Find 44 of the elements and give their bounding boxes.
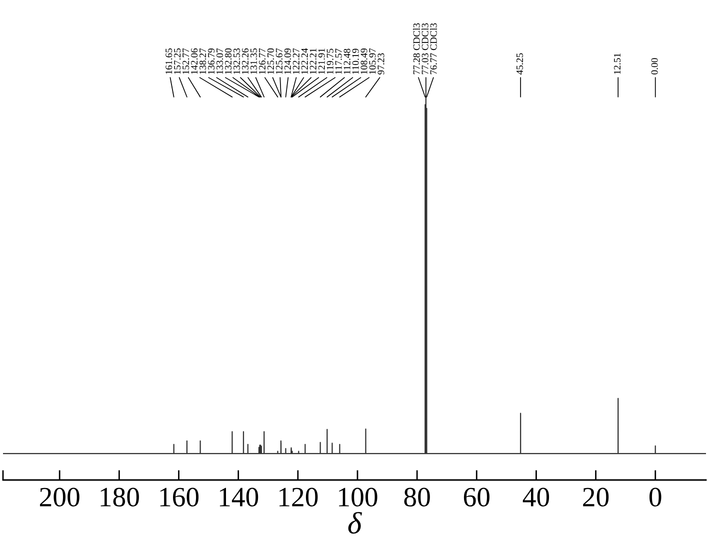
annotation: 136.79 (208, 48, 215, 74)
annotation: 157.25 (174, 48, 181, 74)
annotation: 131.35 (250, 48, 258, 74)
x-tick-label: 100 (339, 488, 378, 506)
annotation: 76.77 CDCl3 (430, 23, 437, 74)
annotation: 77.28 CDCl3 (413, 23, 420, 74)
annotation: 0.00 (651, 58, 658, 74)
annotation: 117.57 (335, 48, 342, 74)
annotation: 122.24 (301, 48, 308, 74)
x-tick-label: 80 (404, 488, 430, 506)
annotation: 125.67 (276, 48, 282, 74)
annotation: 122.27 (292, 48, 300, 74)
annotation: 122.21 (310, 48, 316, 74)
annotation: 97.23 (378, 53, 384, 74)
annotation: 125.70 (267, 48, 274, 74)
annotation: 105.97 (369, 48, 376, 74)
x-tick-label: 20 (583, 488, 609, 506)
x-tick-label: 160 (160, 488, 199, 506)
annotation: 132.26 (242, 48, 249, 74)
x-tick-label: 40 (522, 488, 550, 506)
annotation: 126.77 (258, 48, 266, 74)
x-tick-label: 200 (40, 488, 80, 506)
annotation: 133.07 (216, 48, 224, 74)
annotation: 119.75 (326, 48, 334, 74)
annotation: 132.80 (224, 48, 232, 74)
annotation: 110.19 (352, 48, 359, 74)
annotation: 161.65 (166, 48, 172, 74)
x-tick-label: 0 (649, 488, 662, 506)
annotation: 45.25 (516, 53, 524, 75)
annotation: 124.09 (284, 48, 291, 74)
x-axis-title: δ (348, 512, 362, 534)
x-tick-label: 120 (280, 488, 318, 506)
x-tick-label: 140 (220, 488, 258, 506)
x-tick-label: 60 (464, 488, 490, 506)
annotation: 121.91 (318, 48, 325, 74)
annotation: 108.49 (360, 48, 368, 74)
annotation: 112.48 (344, 48, 350, 74)
annotation: 138.27 (200, 48, 206, 74)
annotation: 12.51 (614, 53, 621, 74)
annotation: 142.06 (191, 48, 198, 74)
x-tick-label: 180 (100, 488, 139, 506)
annotation: 132.53 (233, 48, 240, 74)
annotation: 152.77 (182, 48, 190, 74)
annotation: 77.03 CDCl3 (422, 23, 428, 74)
